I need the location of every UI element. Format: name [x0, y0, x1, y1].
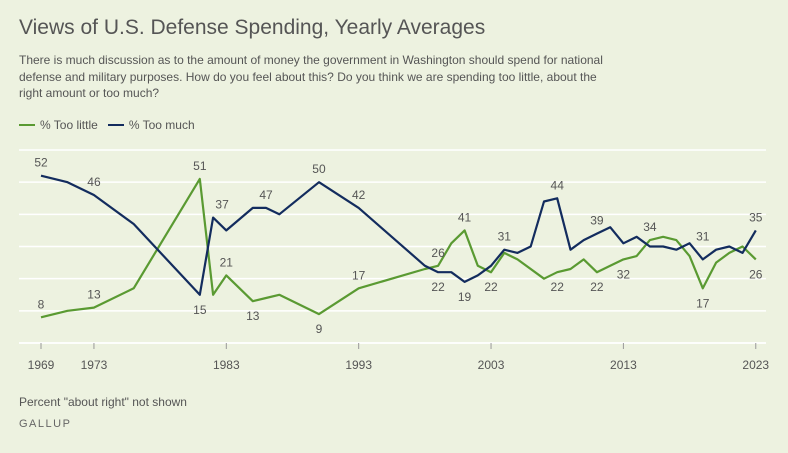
data-label: 34 [643, 220, 657, 234]
data-label: 13 [87, 288, 101, 302]
x-tick-label: 1983 [213, 358, 240, 372]
legend-label-too-little: % Too little [40, 118, 98, 132]
data-label: 47 [259, 188, 273, 202]
data-label: 39 [590, 214, 604, 228]
data-label: 51 [193, 159, 207, 173]
x-tick-label: 2003 [478, 358, 505, 372]
legend-swatch-too-much [107, 124, 124, 126]
data-label: 31 [696, 230, 710, 244]
data-label: 19 [458, 290, 472, 304]
data-label: 17 [696, 296, 710, 310]
legend-swatch-too-little [19, 124, 35, 126]
data-label: 46 [87, 175, 101, 189]
data-label: 22 [484, 280, 498, 294]
data-label: 21 [220, 255, 234, 269]
data-label: 9 [316, 322, 323, 336]
data-label: 41 [458, 210, 472, 224]
data-label: 26 [749, 267, 763, 281]
series-line-too-much [40, 174, 757, 296]
x-tick-label: 2023 [742, 358, 769, 372]
x-tick-label: 1993 [345, 358, 372, 372]
chart-title: Views of U.S. Defense Spending, Yearly A… [19, 16, 486, 39]
data-label: 22 [431, 280, 445, 294]
legend-item-too-little: % Too little [19, 118, 98, 132]
footnote: Percent "about right" not shown [19, 395, 187, 409]
data-label: 42 [352, 188, 366, 202]
data-label: 32 [617, 267, 631, 281]
chart-legend: % Too little % Too much [19, 118, 195, 132]
series-line-too-little [40, 177, 757, 319]
data-label: 8 [38, 297, 45, 311]
data-label: 52 [34, 156, 48, 170]
data-label: 35 [749, 210, 763, 224]
data-label: 37 [215, 198, 229, 212]
data-label: 44 [551, 178, 565, 192]
x-tick-label: 2013 [610, 358, 637, 372]
data-label: 26 [431, 246, 445, 260]
data-label: 17 [352, 268, 366, 282]
legend-item-too-much: % Too much [107, 118, 195, 132]
x-tick-label: 1973 [81, 358, 108, 372]
data-label: 50 [312, 162, 326, 176]
data-label: 15 [193, 303, 207, 317]
chart-subtitle: There is much discussion as to the amoun… [19, 53, 603, 100]
data-label: 22 [590, 280, 604, 294]
data-label: 13 [246, 309, 260, 323]
legend-label-too-much: % Too much [128, 118, 195, 132]
data-label: 22 [551, 280, 565, 294]
x-tick-label: 1969 [28, 358, 55, 372]
brand-logo: GALLUP [19, 418, 72, 430]
data-label: 31 [498, 230, 512, 244]
